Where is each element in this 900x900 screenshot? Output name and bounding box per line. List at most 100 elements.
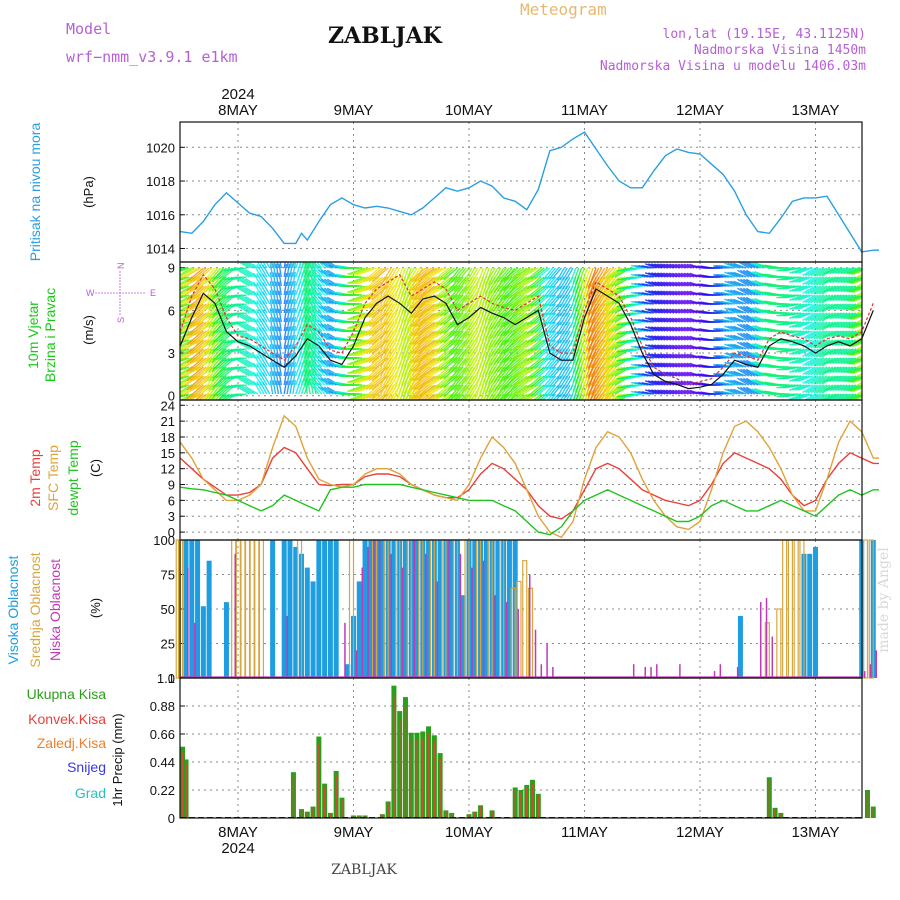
wind-barb [368,312,386,328]
wind-barb [443,393,453,400]
low-cloud-bar [679,664,681,678]
wind-barb [204,375,219,392]
wind-barb [317,359,331,368]
wind-barb [785,393,802,398]
wind-barb [272,326,277,341]
wind-barb [666,281,678,287]
wind-barb [832,330,848,338]
wind-barb [439,348,456,362]
wind-barb [654,308,666,314]
wind-barb [320,278,334,287]
wind-barb [289,281,294,296]
conv-precip-bar [445,810,447,818]
high-cloud-bar [206,560,212,678]
wind-barb [815,276,831,286]
wind-barb [436,375,453,389]
wind-barb [363,294,380,309]
wind-barb [467,348,479,367]
wind-barb [829,348,845,356]
wind-barb [515,330,533,342]
wind-barb [401,267,410,287]
wind-barb [283,317,288,332]
wind-barb [651,335,663,341]
wind-barb [265,262,271,269]
wind-barb [433,357,450,372]
wind-barb [317,269,331,278]
wind-barb [737,386,750,395]
wind-barb [349,294,369,303]
wind-barb [269,263,274,278]
wind-barb [443,384,458,398]
wind-barb [855,372,862,378]
wind-barb [453,357,467,373]
wind-barb [551,303,562,316]
top-date-axis: 8MAY 9MAY 10MAY 11MAY 12MAY 13MAY [218,102,839,119]
wind-barb [421,339,441,352]
wind-barb [526,276,542,290]
wind-barb [448,330,461,346]
wind-barb [599,339,614,357]
wind-barb [506,303,522,317]
wind-barb [654,389,666,395]
wind-barb [792,393,808,400]
wind-barb [599,276,614,294]
wind-barb [807,285,822,295]
wind-barb [789,312,805,319]
wind-barb [201,375,216,393]
wind-barb [545,285,557,298]
wind-barb [678,308,689,314]
wind-barb [724,334,738,341]
year-bottom: 2024 [221,840,254,857]
wind-barb [526,348,542,362]
low-cloud-bar [505,602,508,678]
wind-barb [651,290,663,296]
wind-barb [500,267,513,283]
wind-barb [538,357,551,369]
wind-barb [835,330,851,337]
low-cloud-bar [286,615,288,678]
wind-barb [805,321,819,331]
wind-gust-line [179,273,874,386]
wind-barb [740,323,753,332]
wind-barb [195,393,204,400]
wind-barb [542,321,554,334]
wind-barb [807,303,822,313]
wind-barb [798,330,813,337]
wind-barb [286,262,289,269]
high-cloud-bar [414,540,420,678]
wind-barb [349,348,369,357]
wind-barb [660,308,672,314]
wind-barb [286,272,291,287]
wind-barb [235,286,250,296]
wind-barb [204,294,219,311]
wind-barb [448,339,461,355]
wind-barb [275,281,280,296]
wind-barb [512,348,530,360]
wind-barb [545,267,557,280]
wind-barb [347,303,366,312]
wind-barb [503,267,519,281]
wind-barb [436,321,453,335]
wind-barb [320,377,334,386]
wind-barb [530,312,545,325]
wind-barb [680,272,692,278]
wind-barb [798,366,813,373]
wind-barb [368,330,386,346]
high-cloud-bar [195,540,201,678]
wind-barb [509,321,525,335]
wind-barb [262,381,271,395]
wind-barb [733,307,747,314]
wind-barb [747,280,761,287]
wind-barb [835,384,851,391]
wind-barb-field [180,262,862,400]
wind-barb [269,380,274,395]
wind-barb [730,307,744,314]
wind-barb [747,316,761,323]
wind-barb [467,330,479,349]
wind-barb [433,330,450,345]
conv-precip-bar [514,789,516,818]
wind-barb [683,272,695,278]
wind-barb [278,281,283,296]
wind-barb [846,312,862,320]
wind-barb [292,307,297,323]
